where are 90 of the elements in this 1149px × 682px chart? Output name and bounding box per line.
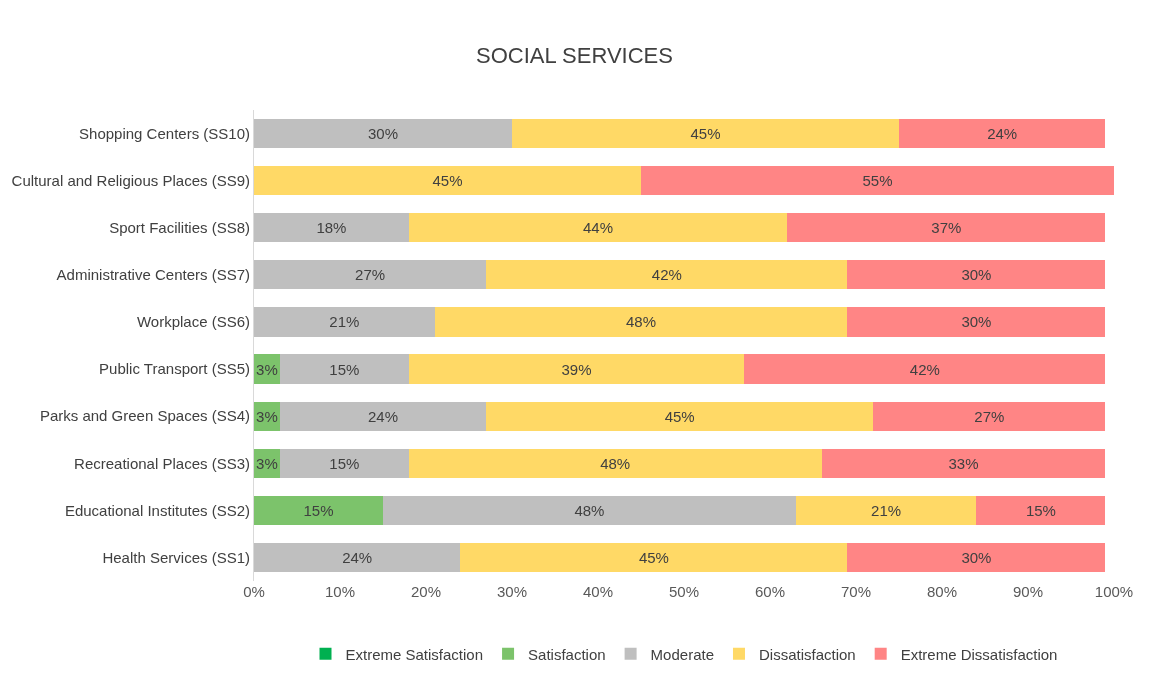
x-tick-label: 40% bbox=[582, 583, 614, 600]
data-label: 45% bbox=[690, 125, 721, 143]
x-tick-label: 100% bbox=[1094, 583, 1134, 600]
data-label: 45% bbox=[432, 172, 463, 190]
bar bbox=[744, 354, 1106, 384]
legend-label: Satisfaction bbox=[528, 645, 606, 663]
x-tick-label: 0% bbox=[243, 583, 265, 600]
bar bbox=[254, 213, 409, 243]
data-label: 27% bbox=[974, 407, 1005, 425]
data-label: 39% bbox=[561, 360, 592, 378]
data-label: 15% bbox=[329, 454, 360, 472]
bar bbox=[873, 401, 1106, 431]
y-tick-label: Public Transport (SS5) bbox=[99, 360, 250, 378]
bar bbox=[408, 448, 822, 478]
bar bbox=[460, 542, 848, 573]
bar bbox=[976, 495, 1106, 525]
data-label: 30% bbox=[961, 266, 992, 284]
bar bbox=[254, 542, 461, 573]
data-label: 21% bbox=[871, 501, 902, 519]
data-label: 15% bbox=[303, 501, 334, 519]
legend-label: Extreme Satisfaction bbox=[345, 645, 484, 663]
y-tick-label: Parks and Green Spaces (SS4) bbox=[39, 407, 250, 425]
data-label: 15% bbox=[1025, 501, 1056, 519]
data-label: 45% bbox=[638, 548, 669, 566]
data-label: 48% bbox=[600, 454, 631, 472]
bar bbox=[383, 495, 796, 525]
x-tick-label: 90% bbox=[1012, 583, 1044, 600]
bar bbox=[787, 213, 1106, 243]
data-label: 42% bbox=[651, 266, 682, 284]
data-label: 30% bbox=[367, 125, 399, 143]
bar bbox=[254, 307, 435, 337]
bar bbox=[434, 307, 848, 337]
data-label: 30% bbox=[961, 548, 992, 566]
bar bbox=[641, 166, 1114, 196]
legend-label: Dissatisfaction bbox=[758, 645, 856, 663]
bar bbox=[847, 260, 1106, 290]
bar bbox=[254, 260, 487, 290]
y-tick-label: Recreational Places (SS3) bbox=[74, 454, 250, 472]
x-tick-label: 70% bbox=[840, 583, 872, 600]
legend-label: Moderate bbox=[650, 645, 714, 663]
data-label: 21% bbox=[329, 313, 360, 331]
data-label: 18% bbox=[316, 219, 347, 237]
data-label: 24% bbox=[342, 548, 373, 566]
data-label: 15% bbox=[329, 360, 360, 378]
data-label: 30% bbox=[961, 313, 992, 331]
bar bbox=[279, 401, 487, 431]
data-label: 3% bbox=[256, 407, 278, 425]
data-label: 55% bbox=[862, 172, 893, 190]
y-tick-label: Shopping Centers (SS10) bbox=[79, 124, 250, 142]
bar bbox=[254, 166, 641, 196]
y-tick-label: Health Services (SS1) bbox=[102, 548, 250, 566]
data-label: 42% bbox=[909, 360, 940, 378]
bar bbox=[795, 495, 977, 525]
y-tick-label: Cultural and Religious Places (SS9) bbox=[11, 171, 250, 189]
y-tick-label: Workplace (SS6) bbox=[136, 313, 250, 331]
bar bbox=[486, 260, 848, 290]
bar bbox=[408, 354, 745, 384]
y-tick-label: Educational Institutes (SS2) bbox=[64, 501, 250, 519]
bar bbox=[821, 448, 1106, 478]
x-tick-label: 20% bbox=[410, 583, 442, 600]
data-label: 24% bbox=[367, 407, 399, 425]
x-tick-label: 80% bbox=[926, 583, 958, 600]
bar bbox=[279, 354, 409, 384]
x-tick-label: 60% bbox=[754, 583, 786, 600]
bar bbox=[279, 448, 409, 478]
data-label: 48% bbox=[625, 313, 657, 331]
chart-title: SOCIAL SERVICES bbox=[476, 43, 673, 69]
x-tick-label: 10% bbox=[324, 583, 356, 600]
data-label: 3% bbox=[256, 360, 278, 378]
data-label: 24% bbox=[987, 125, 1018, 143]
data-label: 48% bbox=[574, 501, 605, 519]
data-label: 27% bbox=[355, 266, 386, 284]
bar bbox=[512, 118, 899, 149]
data-label: 3% bbox=[256, 454, 278, 472]
data-label: 37% bbox=[931, 219, 962, 237]
bar bbox=[254, 118, 512, 149]
data-label: 44% bbox=[582, 219, 614, 237]
bar bbox=[486, 401, 874, 431]
bar bbox=[408, 213, 788, 243]
bar bbox=[847, 307, 1106, 337]
legend-label: Extreme Dissatisfaction bbox=[900, 645, 1058, 663]
bar bbox=[847, 542, 1106, 573]
x-tick-label: 30% bbox=[496, 583, 528, 600]
bar bbox=[254, 495, 383, 525]
data-label: 45% bbox=[664, 407, 695, 425]
x-tick-label: 50% bbox=[668, 583, 700, 600]
data-label: 33% bbox=[948, 454, 979, 472]
y-tick-label: Sport Facilities (SS8) bbox=[109, 219, 250, 236]
y-tick-label: Administrative Centers (SS7) bbox=[56, 266, 250, 284]
bar bbox=[899, 118, 1106, 149]
